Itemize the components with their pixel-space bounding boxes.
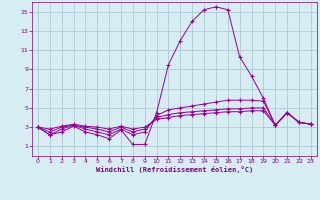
X-axis label: Windchill (Refroidissement éolien,°C): Windchill (Refroidissement éolien,°C) (96, 166, 253, 173)
